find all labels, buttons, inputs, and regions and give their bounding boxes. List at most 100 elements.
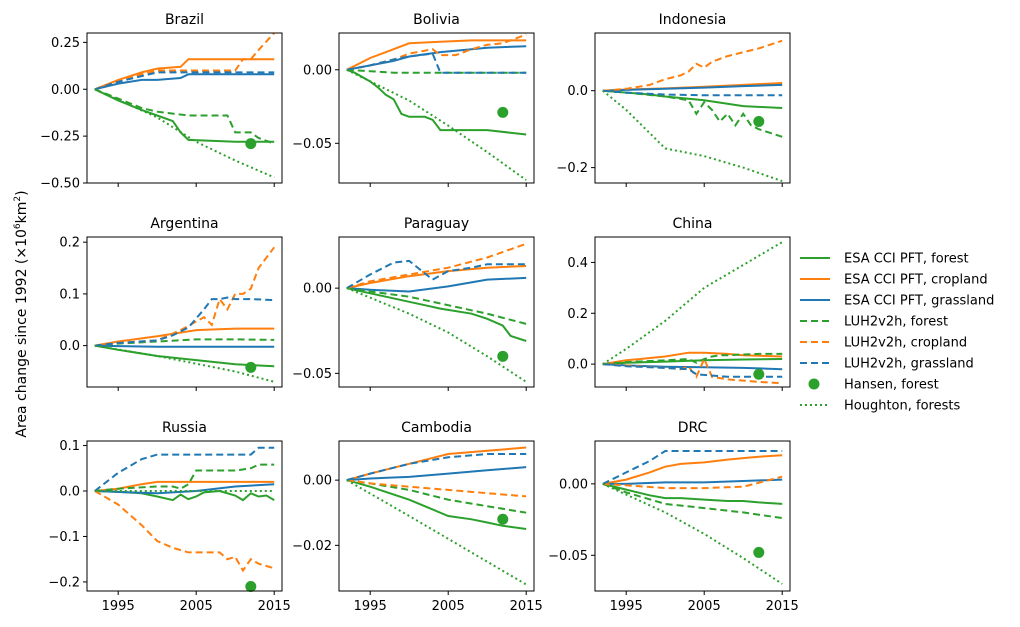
line-esa-cci-pft-grassland	[94, 483, 275, 495]
panel-title: Bolivia	[413, 12, 460, 28]
panel-russia: Russia −0.2 −0.1 0.0 0.1 1995 2005 2015	[48, 420, 290, 614]
line-esa-cci-pft-forest	[346, 479, 527, 530]
series-group	[346, 446, 527, 586]
y-tick-label: 0.0	[59, 339, 80, 354]
legend-label: LUH2v2h, forest	[844, 315, 948, 330]
line-luh2v2h-forest	[346, 479, 527, 514]
line-luh2v2h-cropland	[602, 39, 783, 92]
panel-title: Indonesia	[659, 12, 727, 28]
axes-frame	[86, 32, 283, 184]
legend-label: LUH2v2h, grassland	[844, 357, 974, 372]
legend-label: Hansen, forest	[844, 378, 939, 393]
line-luh2v2h-grassland	[602, 450, 783, 485]
panel-indonesia: Indonesia −0.2 0.0	[556, 12, 791, 187]
y-tick-label: 0.0	[567, 84, 588, 99]
legend-item-esa-cci-pft-forest: ESA CCI PFT, forest	[800, 252, 969, 267]
legend-label: ESA CCI PFT, cropland	[844, 273, 988, 288]
y-axis-label-exponent: 6	[13, 223, 23, 229]
series-group	[346, 33, 527, 181]
point-hansen-forest	[245, 138, 257, 150]
y-tick-label: −0.1	[48, 530, 80, 545]
line-luh2v2h-grassland	[346, 52, 527, 74]
y-tick-label: −0.05	[292, 137, 332, 152]
line-esa-cci-pft-forest	[602, 482, 783, 505]
y-axis-label-unit: km	[14, 202, 30, 224]
line-luh2v2h-cropland	[346, 242, 527, 290]
axes-frame	[594, 440, 791, 592]
y-tick-label: 0.1	[59, 439, 80, 454]
line-houghton-forests	[602, 241, 783, 365]
panel-title: Argentina	[150, 216, 218, 232]
line-esa-cci-pft-grassland	[346, 466, 527, 482]
y-tick-label: −0.02	[292, 539, 332, 554]
series-group	[94, 446, 275, 573]
x-tick-label: 2015	[258, 599, 291, 614]
point-hansen-forest	[753, 546, 765, 558]
x-tick-label: 2005	[688, 599, 721, 614]
y-tick-label: 0.00	[303, 282, 332, 297]
line-esa-cci-pft-forest	[94, 489, 275, 502]
line-luh2v2h-forest	[602, 89, 783, 138]
panel-drc: DRC −0.05 0.00 1995 2005 2015	[548, 420, 799, 614]
panel-bolivia: Bolivia −0.05 0.00	[292, 12, 535, 187]
line-luh2v2h-forest	[602, 352, 783, 366]
point-hansen-forest	[753, 115, 765, 127]
legend-label: Houghton, forests	[844, 399, 960, 414]
y-tick-label: 0.2	[59, 236, 80, 251]
axes-frame	[594, 236, 791, 388]
axes-frame	[338, 440, 535, 592]
line-luh2v2h-grassland	[602, 89, 783, 97]
y-tick-label: 0.4	[567, 256, 588, 271]
panel-argentina: Argentina 0.0 0.1 0.2	[59, 216, 283, 391]
y-tick-label: 0.1	[59, 287, 80, 302]
x-tick-label: 2005	[432, 599, 465, 614]
line-esa-cci-pft-cropland	[346, 39, 527, 71]
line-houghton-forests	[346, 68, 527, 181]
point-hansen-forest	[245, 580, 257, 592]
legend: ESA CCI PFT, forest ESA CCI PFT, cropland…	[800, 252, 994, 414]
series-group	[602, 39, 783, 183]
y-axis-label-unit-exponent: 2	[13, 196, 23, 202]
y-tick-label: 0.00	[559, 477, 588, 492]
y-axis-label-suffix: )	[14, 190, 30, 195]
panel-title: Cambodia	[401, 420, 472, 436]
legend-label: ESA CCI PFT, forest	[844, 252, 969, 267]
line-esa-cci-pft-grassland	[346, 276, 527, 293]
y-tick-label: −0.50	[40, 177, 80, 192]
axes-frame	[86, 236, 283, 388]
legend-marker	[808, 378, 820, 390]
legend-item-esa-cci-pft-cropland: ESA CCI PFT, cropland	[800, 273, 988, 288]
y-tick-label: −0.05	[292, 367, 332, 382]
y-tick-label: 0.00	[303, 63, 332, 78]
line-luh2v2h-forest	[346, 287, 527, 325]
axes-frame	[338, 32, 535, 184]
chart-panels: Brazil−0.50−0.250.000.25Bolivia−0.050.00…	[40, 12, 799, 614]
legend-item-houghton-forests: Houghton, forests	[800, 399, 960, 414]
x-tick-label: 1995	[102, 599, 135, 614]
axes-frame	[86, 440, 283, 592]
y-tick-label: −0.2	[48, 575, 80, 590]
series-group	[602, 241, 783, 385]
line-esa-cci-pft-cropland	[94, 58, 275, 91]
line-esa-cci-pft-cropland	[602, 454, 783, 485]
y-tick-label: 0.25	[51, 36, 80, 51]
line-esa-cci-pft-cropland	[346, 446, 527, 482]
line-esa-cci-pft-grassland	[94, 344, 275, 348]
legend-item-luh2v2h-forest: LUH2v2h, forest	[800, 315, 948, 330]
legend-item-luh2v2h-cropland: LUH2v2h, cropland	[800, 336, 967, 351]
point-hansen-forest	[497, 513, 509, 525]
panel-title: Russia	[162, 420, 207, 436]
panel-title: Paraguay	[404, 216, 469, 232]
legend-label: ESA CCI PFT, grassland	[844, 294, 994, 309]
line-luh2v2h-cropland	[94, 490, 275, 573]
x-tick-label: 2015	[510, 599, 543, 614]
series-group	[346, 242, 527, 383]
panel-cambodia: Cambodia −0.02 0.00 1995 2005 2015	[292, 420, 543, 614]
line-houghton-forests	[94, 88, 275, 179]
axes-frame	[594, 32, 791, 184]
y-tick-label: −0.2	[556, 161, 588, 176]
line-luh2v2h-forest	[94, 338, 275, 347]
x-tick-label: 1995	[610, 599, 643, 614]
line-esa-cci-pft-cropland	[602, 351, 783, 366]
